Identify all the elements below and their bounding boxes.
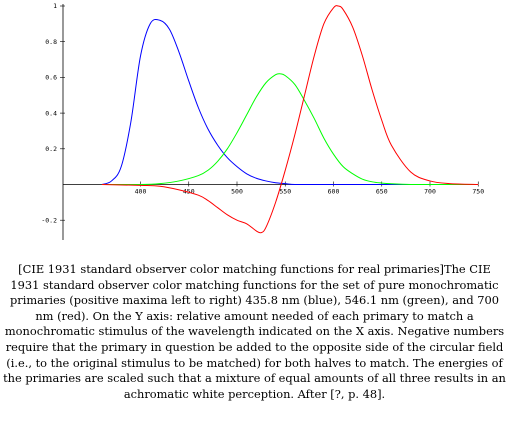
y-tick-label: 0.8: [45, 38, 57, 46]
figure-caption: [CIE 1931 standard observer color matchi…: [3, 262, 506, 401]
y-tick-label: 0.4: [45, 109, 57, 117]
x-tick-label: 650: [376, 188, 388, 196]
color-matching-chart: 400 450 500 550 600 650 700 750 -0.2 0.2 0.4 0.6 0.8…: [41, 2, 484, 240]
x-tick-label: 450: [183, 188, 195, 196]
x-tick-label: 400: [135, 188, 147, 196]
x-tick-label: 500: [231, 188, 243, 196]
y-tick-label: 1: [53, 2, 57, 10]
ticks: 400 450 500 550 600 650 700 750 -0.2 0.2 0.4 0.6 0.8…: [41, 2, 484, 224]
series-group: [101, 5, 479, 234]
x-tick-label: 750: [472, 188, 484, 196]
chart-container: 400 450 500 550 600 650 700 750 -0.2 0.2 0.4 0.6 0.8…: [41, 2, 484, 240]
x-tick-label: 550: [279, 188, 291, 196]
series-line-1: [101, 18, 479, 186]
x-tick-label: 700: [424, 188, 436, 196]
y-tick-label: 0.6: [45, 74, 57, 82]
axes: [62, 4, 446, 240]
y-tick-label: -0.2: [41, 216, 57, 224]
x-tick-label: 600: [328, 188, 340, 196]
series-line-3: [101, 5, 479, 234]
y-tick-label: 0.2: [45, 145, 57, 153]
series-line-2: [101, 73, 479, 186]
